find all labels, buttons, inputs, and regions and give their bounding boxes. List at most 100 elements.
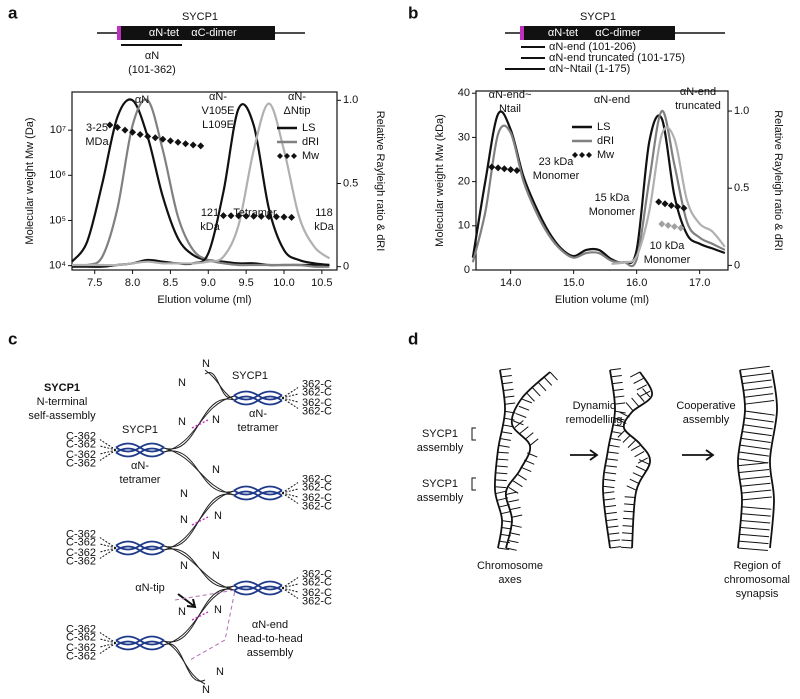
coil-end bbox=[281, 583, 299, 589]
axis-loop bbox=[739, 451, 769, 457]
axis-loop bbox=[603, 491, 615, 494]
mw-point bbox=[488, 163, 496, 171]
axis-loop bbox=[739, 533, 770, 538]
chromosome-axis bbox=[622, 371, 653, 549]
axis-loop bbox=[738, 540, 769, 545]
coil-end bbox=[99, 638, 117, 644]
domain-label: αN-tet bbox=[548, 27, 578, 39]
terminus-label: C-362 bbox=[66, 528, 96, 540]
axis-loop bbox=[638, 459, 650, 465]
coil-end bbox=[99, 445, 117, 451]
result-label: chromosomal bbox=[724, 574, 790, 586]
n-terminus-label: N bbox=[202, 684, 210, 696]
axis-loop bbox=[633, 377, 644, 384]
x-tick-label: 10.5 bbox=[311, 277, 332, 289]
axis-loop bbox=[629, 478, 641, 485]
mw-point bbox=[113, 123, 121, 131]
axis-loop bbox=[742, 424, 773, 430]
axis-loop bbox=[603, 485, 615, 489]
axis-loop bbox=[505, 547, 517, 551]
axis-loop bbox=[518, 405, 530, 411]
coil-end bbox=[99, 543, 117, 549]
trace bbox=[72, 102, 331, 267]
annotation: V105E bbox=[201, 105, 234, 117]
axes-label: Chromosome bbox=[477, 560, 543, 572]
annotation: Monomer bbox=[644, 254, 691, 266]
mw-point bbox=[242, 212, 250, 220]
axis-loop bbox=[612, 388, 624, 392]
axis-loop bbox=[742, 386, 773, 392]
legend-label: LS bbox=[302, 122, 315, 134]
axis-loop bbox=[620, 546, 633, 549]
axis-loop bbox=[495, 486, 507, 489]
axis-loop bbox=[497, 458, 509, 461]
plot-frame bbox=[475, 90, 729, 271]
head-box bbox=[174, 589, 236, 661]
mw-point bbox=[661, 200, 669, 208]
axis-loop bbox=[526, 392, 535, 402]
x-tick-label: 8.5 bbox=[163, 277, 178, 289]
legend-marker bbox=[572, 152, 578, 158]
panel-label: b bbox=[408, 3, 418, 22]
annotation: kDa bbox=[314, 221, 334, 233]
axis-loop bbox=[740, 520, 771, 524]
axis-loop bbox=[739, 526, 770, 531]
axis-loop bbox=[636, 384, 647, 391]
helix bbox=[233, 390, 283, 401]
x-tick-label: 9.0 bbox=[201, 277, 216, 289]
axis-loop bbox=[604, 478, 616, 482]
step-label: remodelling bbox=[566, 414, 623, 426]
axis-loop bbox=[500, 510, 512, 515]
chromosome-axis bbox=[504, 371, 551, 549]
result-label: synapsis bbox=[736, 588, 779, 600]
axis-loop bbox=[642, 388, 651, 398]
axis-loop bbox=[498, 444, 510, 448]
annotation: 10 kDa bbox=[650, 240, 686, 252]
n-terminus-label: N bbox=[214, 604, 222, 616]
coil bbox=[163, 585, 235, 646]
n-terminus-label: N bbox=[178, 377, 186, 389]
x-axis-label: Elution volume (ml) bbox=[555, 294, 649, 306]
axis-loop bbox=[738, 458, 768, 464]
axis-loop bbox=[606, 458, 618, 461]
result-label: Region of bbox=[733, 560, 781, 572]
terminus-label: 362-C bbox=[302, 577, 332, 589]
coil bbox=[204, 371, 235, 399]
axis-loop bbox=[744, 410, 775, 416]
y-tick-label: 40 bbox=[458, 87, 470, 99]
panel-label: a bbox=[8, 3, 18, 22]
bracket bbox=[471, 427, 476, 491]
y-axis-label: Molecular weight Mw (kDa) bbox=[434, 114, 446, 247]
tip-mark bbox=[117, 26, 121, 40]
axis-loop bbox=[608, 532, 620, 535]
y-tick-label: 10⁴ bbox=[49, 260, 66, 272]
axis-loop bbox=[611, 431, 623, 434]
mw-point bbox=[121, 126, 129, 134]
terminus-label: C-362 bbox=[66, 458, 96, 470]
helix bbox=[115, 640, 165, 651]
domain-box bbox=[117, 26, 275, 40]
axis-loop bbox=[509, 532, 521, 536]
coil-end bbox=[99, 547, 117, 559]
annotation: Ntail bbox=[499, 103, 521, 115]
axis-loop bbox=[497, 451, 509, 454]
annotation: Tetramer bbox=[233, 207, 277, 219]
axis-loop bbox=[625, 402, 634, 412]
helix bbox=[115, 442, 165, 453]
axis-loop bbox=[634, 451, 645, 458]
y2-tick-label: 0 bbox=[734, 259, 740, 271]
domain-label: αC-dimer bbox=[191, 27, 237, 39]
axis-loop bbox=[514, 420, 524, 428]
panel-label: c bbox=[8, 329, 17, 348]
axis-loop bbox=[508, 499, 520, 503]
x-tick-label: 17.0 bbox=[689, 277, 710, 289]
protein-label: SYCP1 bbox=[182, 11, 218, 23]
axis-loop bbox=[738, 462, 769, 467]
terminus-label: C-362 bbox=[66, 537, 96, 549]
x-tick-label: 9.5 bbox=[238, 277, 253, 289]
mw-point bbox=[129, 128, 137, 136]
axis-loop bbox=[521, 398, 533, 404]
axis-loop bbox=[632, 472, 644, 478]
terminus-label: 362-C bbox=[302, 596, 332, 608]
coil-end bbox=[281, 492, 299, 504]
